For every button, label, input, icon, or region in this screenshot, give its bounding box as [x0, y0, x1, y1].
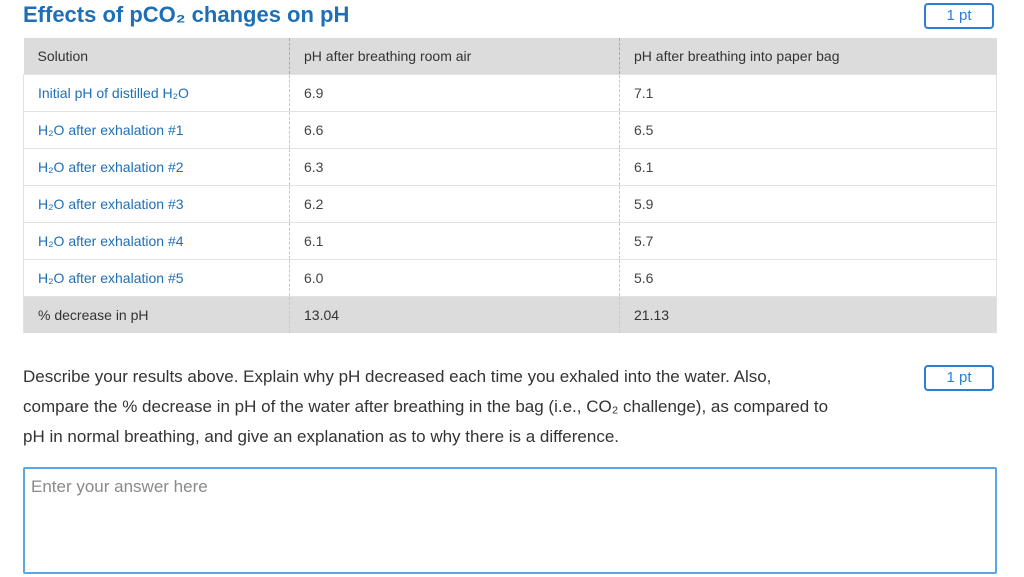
solution-cell: H₂O after exhalation #5 [23, 258, 290, 296]
room-air-percent-cell: 13.04 [289, 295, 620, 333]
room-air-cell: 6.9 [289, 73, 620, 111]
room-air-cell: 6.2 [289, 184, 620, 222]
percent-decrease-label: % decrease in pH [23, 295, 290, 333]
solution-cell: H₂O after exhalation #1 [23, 110, 290, 148]
answer-textarea[interactable] [23, 467, 997, 574]
paper-bag-cell: 5.9 [619, 184, 997, 222]
solution-cell: H₂O after exhalation #2 [23, 147, 290, 185]
table-row: H₂O after exhalation #4 6.1 5.7 [23, 221, 997, 259]
question-line: compare the % decrease in pH of the wate… [23, 397, 829, 416]
column-header-paper-bag: pH after breathing into paper bag [619, 38, 997, 74]
room-air-cell: 6.6 [289, 110, 620, 148]
column-header-room-air: pH after breathing room air [289, 38, 620, 74]
table-row: H₂O after exhalation #5 6.0 5.6 [23, 258, 997, 296]
question-line: pH in normal breathing, and give an expl… [23, 427, 619, 446]
points-badge: 1 pt [924, 365, 994, 391]
room-air-cell: 6.1 [289, 221, 620, 259]
table-row: H₂O after exhalation #3 6.2 5.9 [23, 184, 997, 222]
room-air-cell: 6.3 [289, 147, 620, 185]
percent-decrease-row: % decrease in pH 13.04 21.13 [23, 295, 997, 333]
points-badge: 1 pt [924, 3, 994, 29]
solution-cell: Initial pH of distilled H₂O [23, 73, 290, 111]
table-header-row: Solution pH after breathing room air pH … [23, 38, 997, 74]
table-row: H₂O after exhalation #2 6.3 6.1 [23, 147, 997, 185]
ph-results-table: Solution pH after breathing room air pH … [23, 38, 997, 333]
paper-bag-cell: 6.5 [619, 110, 997, 148]
paper-bag-cell: 7.1 [619, 73, 997, 111]
paper-bag-percent-cell: 21.13 [619, 295, 997, 333]
question-line: Describe your results above. Explain why… [23, 367, 772, 386]
section-title: Effects of pCO₂ changes on pH [23, 2, 350, 27]
solution-cell: H₂O after exhalation #3 [23, 184, 290, 222]
paper-bag-cell: 5.6 [619, 258, 997, 296]
table-row: H₂O after exhalation #1 6.6 6.5 [23, 110, 997, 148]
question-prompt: Describe your results above. Explain why… [23, 362, 908, 452]
paper-bag-cell: 6.1 [619, 147, 997, 185]
solution-cell: H₂O after exhalation #4 [23, 221, 290, 259]
paper-bag-cell: 5.7 [619, 221, 997, 259]
room-air-cell: 6.0 [289, 258, 620, 296]
table-row: Initial pH of distilled H₂O 6.9 7.1 [23, 73, 997, 111]
column-header-solution: Solution [23, 38, 290, 74]
